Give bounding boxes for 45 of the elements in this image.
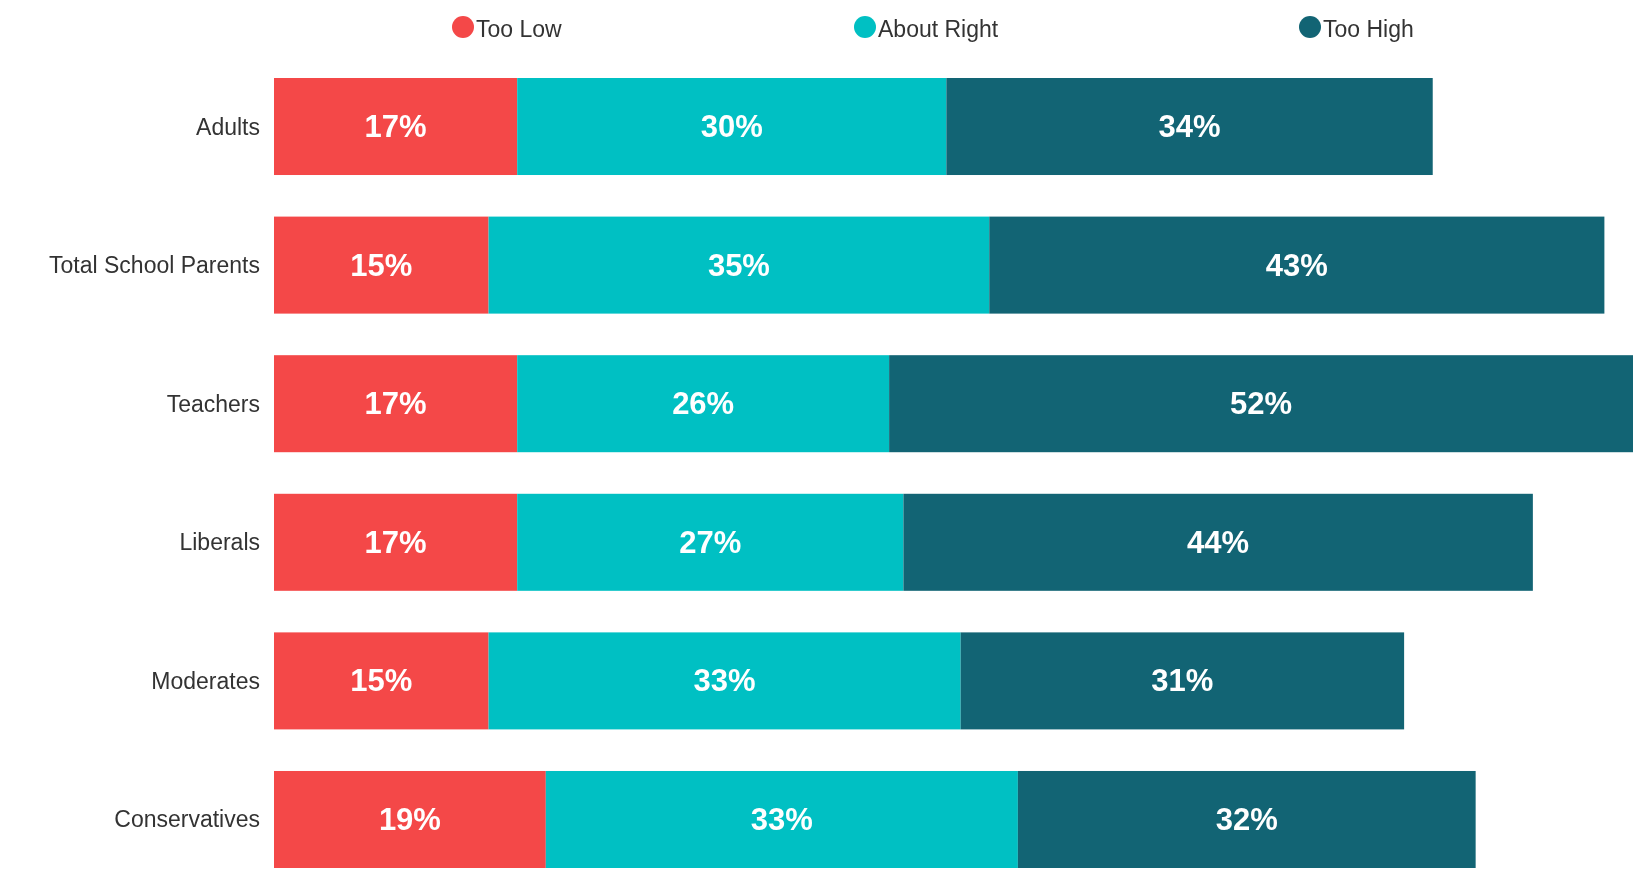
legend-label: About Right bbox=[878, 16, 999, 42]
data-label: 52% bbox=[1230, 386, 1293, 422]
data-label: 26% bbox=[672, 386, 735, 422]
legend-label: Too High bbox=[1323, 16, 1414, 42]
data-label: 19% bbox=[378, 801, 441, 837]
bar bbox=[274, 632, 489, 730]
bar bbox=[517, 355, 890, 453]
data-label: 33% bbox=[750, 801, 813, 837]
data-label: 27% bbox=[679, 524, 742, 560]
data-label: 32% bbox=[1215, 801, 1278, 837]
bar bbox=[946, 78, 1433, 176]
bar bbox=[517, 78, 947, 176]
y-tick-label: Conservatives bbox=[114, 806, 260, 833]
data-label: 31% bbox=[1151, 663, 1214, 699]
y-tick-label: Moderates bbox=[151, 667, 260, 694]
y-tick-label: Teachers bbox=[166, 390, 260, 417]
bar bbox=[903, 493, 1533, 591]
data-label: 15% bbox=[350, 663, 413, 699]
bar bbox=[274, 493, 518, 591]
bar bbox=[889, 355, 1633, 453]
bar bbox=[1017, 770, 1476, 868]
bar bbox=[517, 493, 904, 591]
bar bbox=[545, 770, 1018, 868]
data-label: 43% bbox=[1265, 247, 1328, 283]
legend-label: Too Low bbox=[476, 16, 563, 42]
data-label: 34% bbox=[1158, 109, 1221, 145]
data-label: 33% bbox=[693, 663, 756, 699]
data-label: 35% bbox=[707, 247, 770, 283]
bar bbox=[488, 216, 990, 314]
data-label: 17% bbox=[364, 524, 427, 560]
bar bbox=[960, 632, 1405, 730]
y-tick-label: Adults bbox=[196, 113, 260, 140]
bar bbox=[274, 770, 546, 868]
bar bbox=[274, 355, 518, 453]
y-tick-label: Total School Parents bbox=[49, 252, 260, 279]
data-label: 17% bbox=[364, 386, 427, 422]
data-label: 15% bbox=[350, 247, 413, 283]
data-label: 17% bbox=[364, 109, 427, 145]
bar bbox=[488, 632, 961, 730]
bar bbox=[274, 78, 518, 176]
bar bbox=[274, 216, 489, 314]
bar bbox=[989, 216, 1605, 314]
data-label: 30% bbox=[700, 109, 763, 145]
y-tick-label: Liberals bbox=[179, 529, 260, 556]
data-label: 44% bbox=[1187, 524, 1250, 560]
